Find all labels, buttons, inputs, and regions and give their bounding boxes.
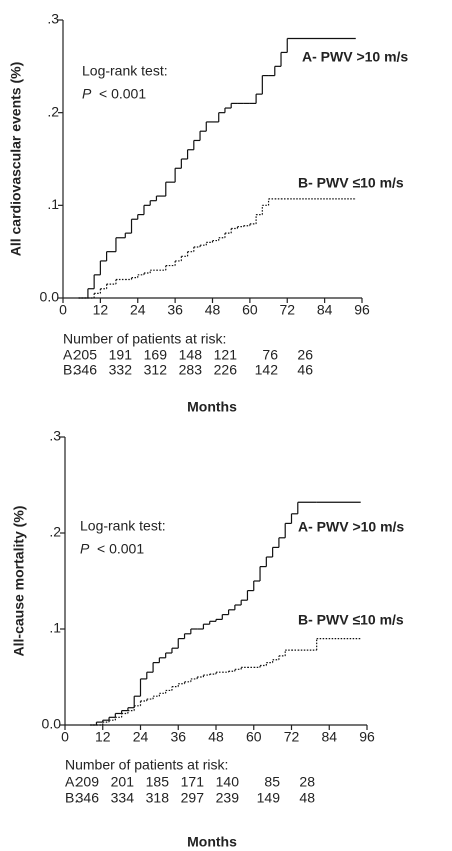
risk-value: 346 — [76, 790, 100, 806]
x-tick-label: 96 — [359, 729, 375, 745]
y-tick-label: .1 — [49, 620, 61, 636]
risk-value: 46 — [297, 362, 313, 378]
y-axis-title: All cardiovascular events (%) — [8, 62, 24, 257]
x-tick-label: 24 — [130, 302, 146, 318]
x-tick-label: 12 — [93, 302, 109, 318]
risk-row-label: B: — [65, 790, 78, 806]
x-tick-label: 60 — [242, 302, 258, 318]
risk-value: 28 — [299, 774, 315, 790]
risk-value: 318 — [146, 790, 170, 806]
series-label: B- PWV ≤10 m/s — [298, 175, 404, 191]
x-tick-label: 24 — [133, 729, 149, 745]
risk-value: 205 — [74, 347, 98, 363]
risk-row-label: A: — [65, 774, 78, 790]
y-tick-label: .1 — [47, 196, 59, 212]
x-tick-label: 48 — [208, 729, 224, 745]
risk-value: 185 — [146, 774, 170, 790]
risk-value: 76 — [262, 347, 278, 363]
annotation: Log-rank test: — [80, 518, 166, 534]
y-tick-label: .3 — [47, 11, 59, 27]
y-tick-label: .2 — [47, 103, 59, 119]
x-tick-label: 0 — [59, 302, 67, 318]
risk-value: 332 — [109, 362, 133, 378]
annotation-value: < 0.001 — [97, 541, 144, 557]
risk-value: 142 — [255, 362, 279, 378]
risk-value: 26 — [297, 347, 313, 363]
x-tick-label: 0 — [61, 729, 69, 745]
risk-value: 140 — [216, 774, 240, 790]
risk-value: 283 — [179, 362, 203, 378]
risk-row-label: B: — [63, 362, 76, 378]
risk-value: 334 — [111, 790, 135, 806]
risk-value: 85 — [264, 774, 280, 790]
risk-value: 149 — [257, 790, 281, 806]
risk-row-label: A: — [63, 347, 76, 363]
risk-value: 201 — [111, 774, 135, 790]
y-axis-title: All-cause mortality (%) — [11, 506, 27, 657]
x-axis-title: Months — [187, 399, 237, 415]
series-label: A- PWV >10 m/s — [302, 49, 408, 65]
x-tick-label: 96 — [354, 302, 370, 318]
risk-value: 191 — [109, 347, 133, 363]
annotation-p: P — [80, 541, 90, 557]
annotation-value: < 0.001 — [99, 86, 146, 102]
x-tick-label: 72 — [279, 302, 295, 318]
series-label: A- PWV >10 m/s — [298, 519, 404, 535]
x-tick-label: 72 — [284, 729, 300, 745]
x-tick-label: 36 — [170, 729, 186, 745]
risk-value: 239 — [216, 790, 240, 806]
risk-value: 209 — [76, 774, 100, 790]
y-tick-label: .2 — [49, 524, 61, 540]
risk-value: 121 — [214, 347, 238, 363]
risk-value: 226 — [214, 362, 238, 378]
risk-value: 346 — [74, 362, 98, 378]
risk-table-title: Number of patients at risk: — [63, 331, 226, 347]
x-tick-label: 48 — [205, 302, 221, 318]
y-tick-label: .3 — [49, 428, 61, 444]
x-tick-label: 36 — [167, 302, 183, 318]
series-label: B- PWV ≤10 m/s — [298, 612, 404, 628]
x-tick-label: 12 — [95, 729, 111, 745]
risk-value: 169 — [144, 347, 168, 363]
risk-value: 297 — [181, 790, 205, 806]
risk-value: 48 — [299, 790, 315, 806]
risk-value: 148 — [179, 347, 203, 363]
risk-value: 312 — [144, 362, 168, 378]
y-tick-label: 0.0 — [42, 716, 62, 732]
risk-value: 171 — [181, 774, 205, 790]
x-tick-label: 84 — [317, 302, 333, 318]
risk-table-title: Number of patients at risk: — [65, 757, 228, 773]
y-tick-label: 0.0 — [40, 289, 60, 305]
x-tick-label: 84 — [321, 729, 337, 745]
annotation: Log-rank test: — [82, 63, 168, 79]
x-tick-label: 60 — [246, 729, 262, 745]
x-axis-title: Months — [187, 834, 237, 850]
annotation-p: P — [82, 86, 92, 102]
